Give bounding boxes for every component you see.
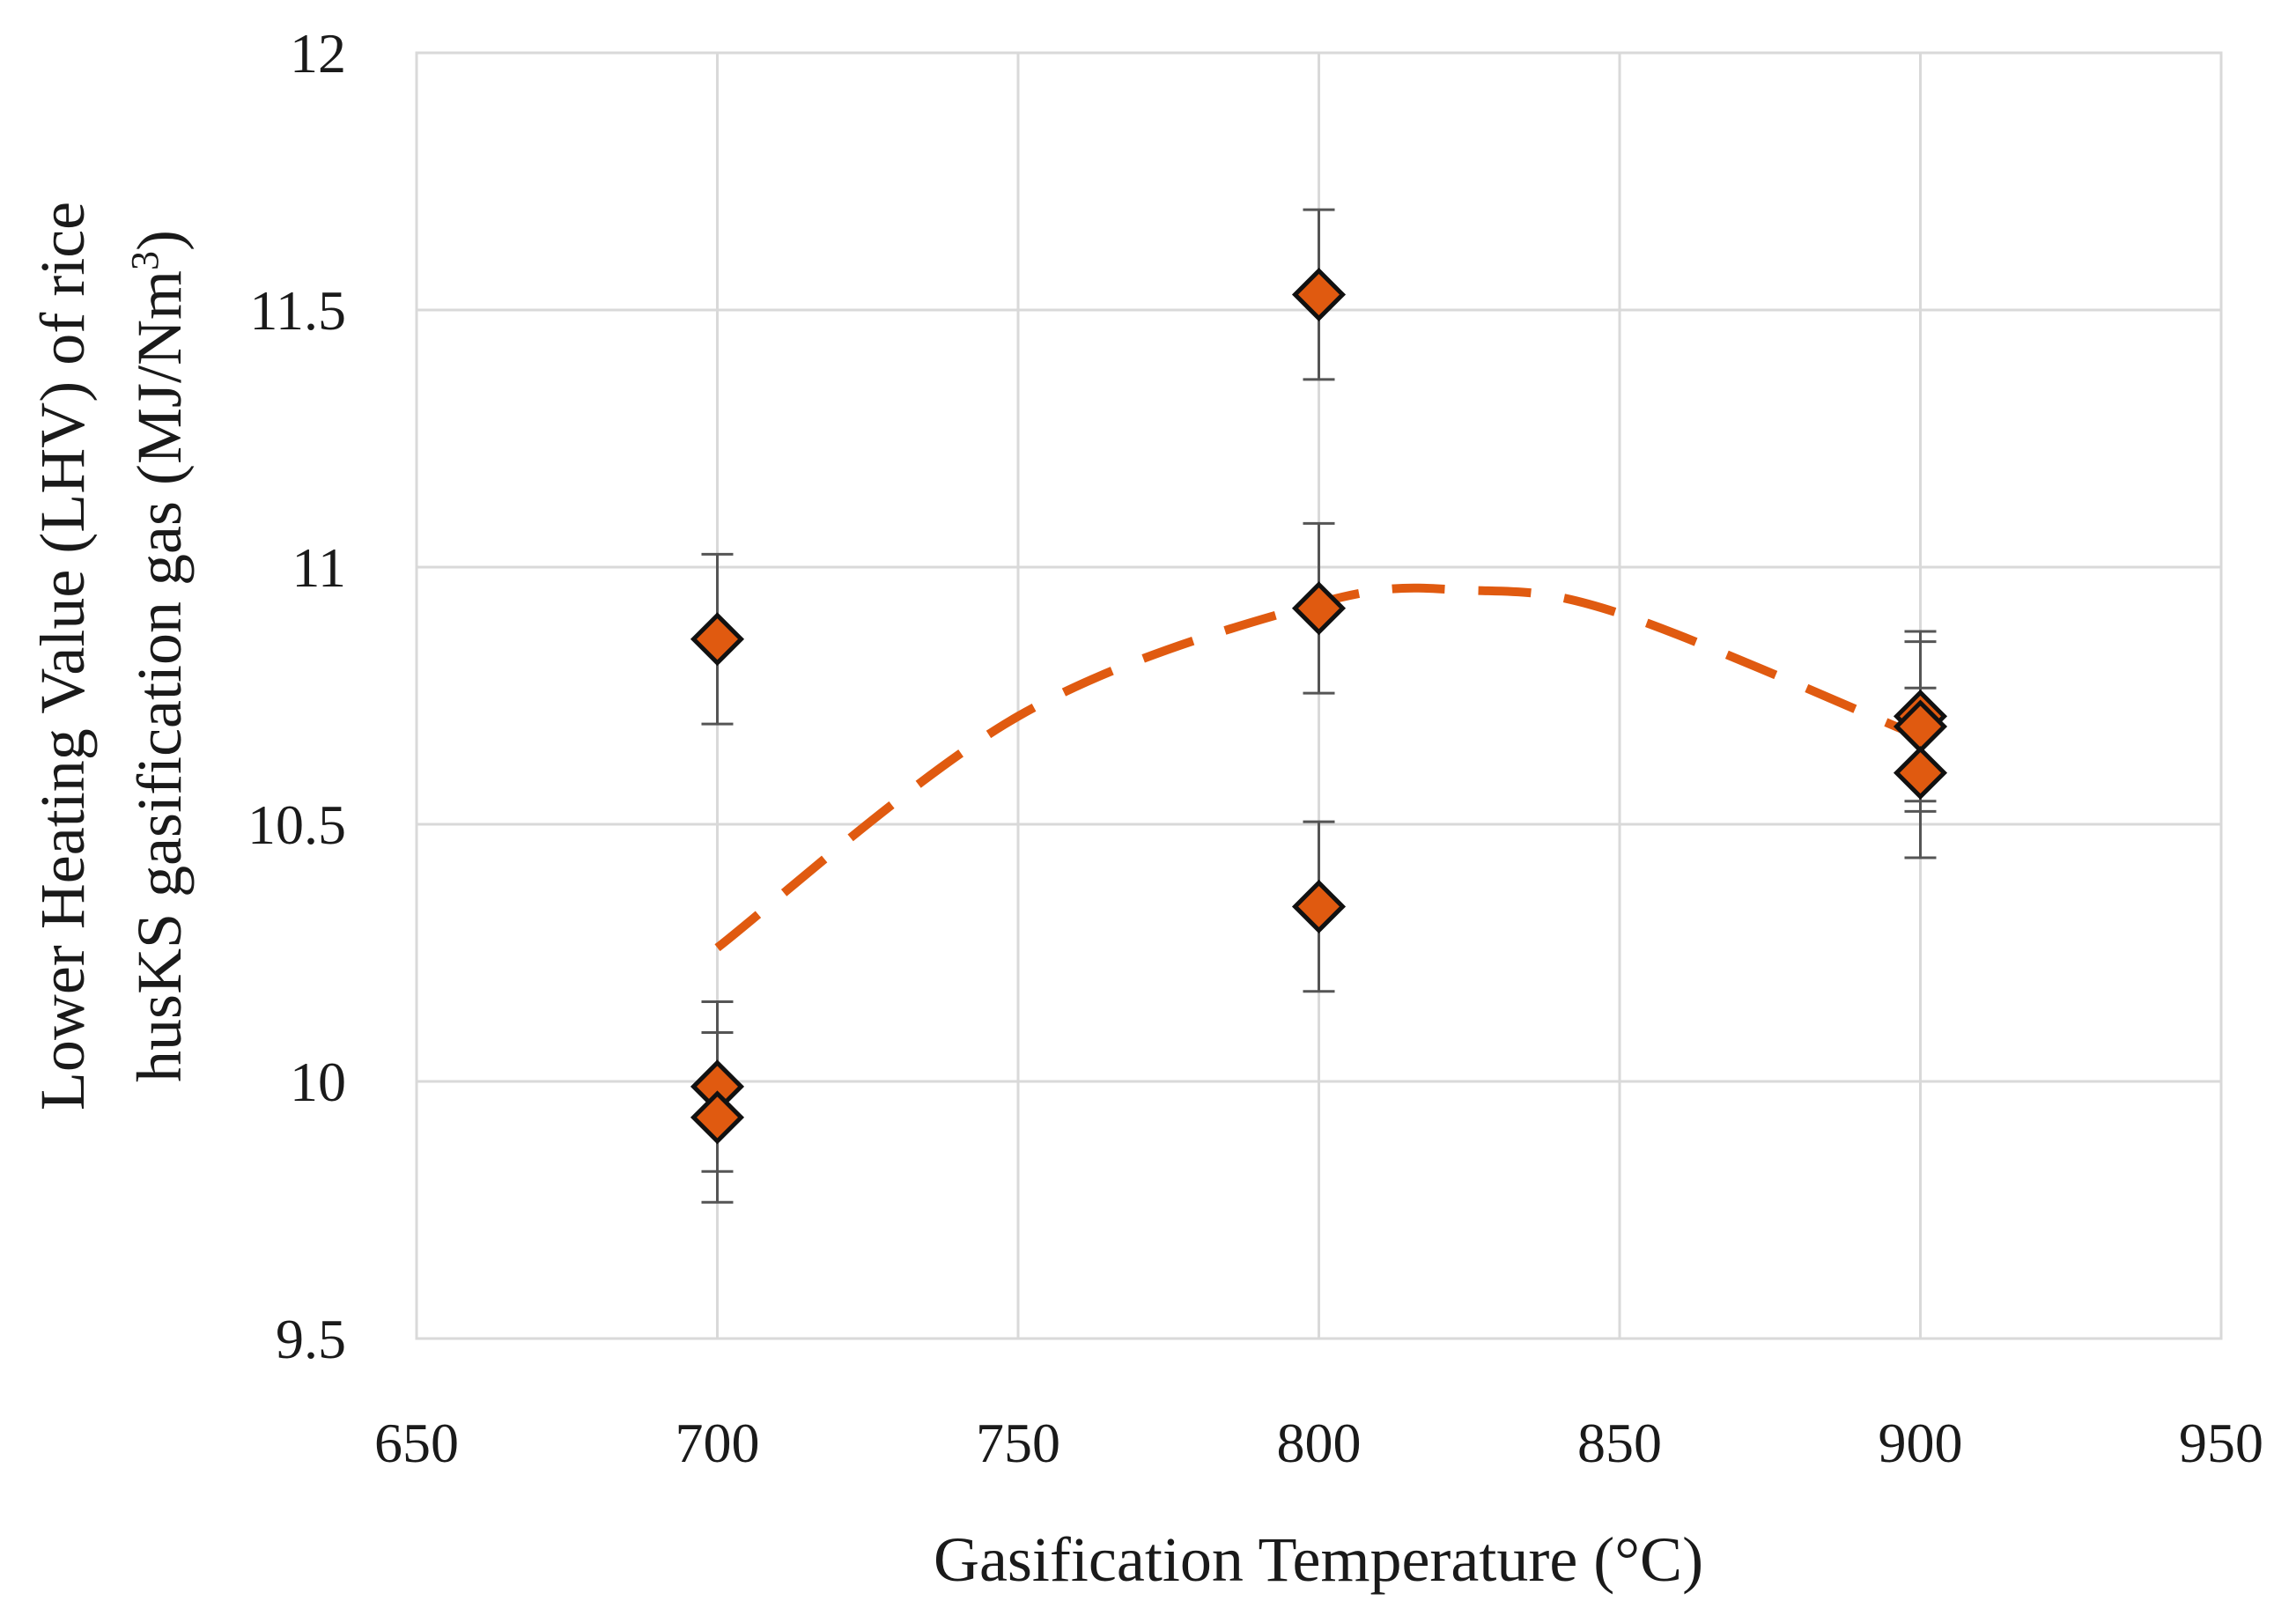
x-tick-label: 850: [1577, 1412, 1662, 1474]
y-tick-label: 10: [290, 1051, 346, 1113]
x-tick-label: 800: [1277, 1412, 1362, 1474]
data-points: [690, 267, 1948, 1145]
data-point-diamond: [1291, 267, 1347, 322]
y-axis-title-line-1: Lower Heating Value (LHV) of rice: [27, 202, 98, 1110]
y-axis-tick-labels: 9.5 10 10.5 11 11.5 12: [247, 22, 346, 1370]
y-axis-title: Lower Heating Value (LHV) of rice husKS …: [27, 202, 195, 1110]
x-axis-tick-labels: 650 700 750 800 850 900 950: [374, 1412, 2263, 1474]
y-tick-label: 10.5: [247, 793, 346, 856]
data-point-diamond: [690, 612, 745, 667]
x-axis-title: Gasification Temperature (°C): [934, 1524, 1703, 1595]
y-tick-label: 9.5: [276, 1308, 346, 1370]
y-axis-title-line-2: husKS gasification gas (MJ/Nm3): [123, 230, 195, 1082]
y-tick-label: 11.5: [249, 279, 346, 342]
data-point-diamond: [1893, 746, 1948, 800]
plot-area: [415, 51, 2223, 1340]
x-tick-label: 750: [976, 1412, 1060, 1474]
x-tick-label: 900: [1879, 1412, 1963, 1474]
data-point-diamond: [1291, 879, 1347, 933]
x-tick-label: 950: [2179, 1412, 2263, 1474]
y-tick-label: 11: [292, 536, 346, 599]
x-tick-label: 700: [676, 1412, 760, 1474]
polynomial-trendline: [714, 583, 1923, 952]
data-point-diamond: [1291, 581, 1347, 636]
x-tick-label: 650: [374, 1412, 459, 1474]
y-tick-label: 12: [290, 22, 346, 85]
data-point-diamond: [690, 1090, 745, 1145]
